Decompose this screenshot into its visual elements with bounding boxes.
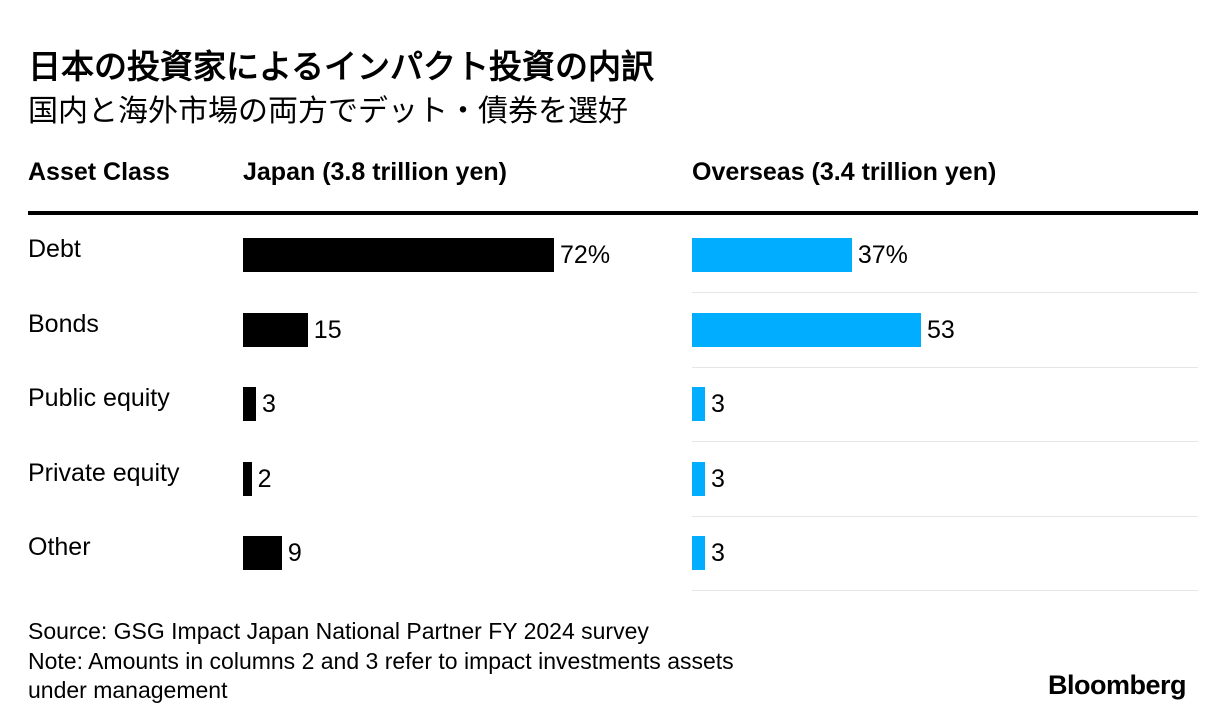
overseas-value-label: 37% [857, 241, 908, 269]
row-separator [692, 441, 1198, 442]
overseas-bar [692, 312, 921, 347]
overseas-bar [692, 536, 705, 570]
overseas-value-label: 3 [710, 390, 725, 418]
bloomberg-logo: Bloomberg [1047, 670, 1187, 700]
overseas-bar [692, 461, 705, 496]
row-label: Other [28, 533, 91, 561]
header-asset-class: Asset Class [28, 158, 170, 186]
row-label: Bonds [28, 309, 99, 338]
overseas-value-label: 3 [710, 464, 725, 493]
source-line: Source: GSG Impact Japan National Partne… [28, 618, 649, 644]
japan-value-label: 9 [287, 539, 302, 567]
row-separator [692, 366, 1198, 368]
note-line: Note: Amounts in columns 2 and 3 refer t… [28, 648, 734, 674]
japan-value-label: 3 [261, 390, 276, 418]
japan-bar [243, 461, 252, 496]
overseas-bar [692, 387, 705, 421]
note-line-continued: under management [28, 677, 228, 703]
japan-value-label: 2 [257, 464, 272, 493]
japan-bar [243, 387, 256, 421]
row-label: Private equity [28, 458, 180, 487]
header-overseas: Overseas (3.4 trillion yen) [692, 158, 997, 186]
row-separator [692, 292, 1198, 293]
overseas-value-label: 3 [710, 539, 725, 567]
japan-bar [243, 536, 282, 570]
row-separator [692, 515, 1198, 517]
japan-value-label: 72% [560, 241, 611, 269]
header-japan: Japan (3.8 trillion yen) [243, 158, 507, 186]
row-label: Debt [28, 235, 81, 263]
overseas-bar [692, 238, 852, 272]
japan-bar [243, 238, 555, 272]
japan-bar [243, 312, 308, 347]
row-separator [692, 590, 1198, 591]
chart-title: 日本の投資家によるインパクト投資の内訳 [28, 47, 655, 86]
header-rule [28, 211, 1198, 215]
row-label: Public equity [28, 384, 170, 412]
chart-subtitle: 国内と海外市場の両方でデット・債券を選好 [28, 94, 628, 129]
overseas-value-label: 53 [926, 315, 955, 344]
japan-value-label: 15 [313, 315, 342, 344]
